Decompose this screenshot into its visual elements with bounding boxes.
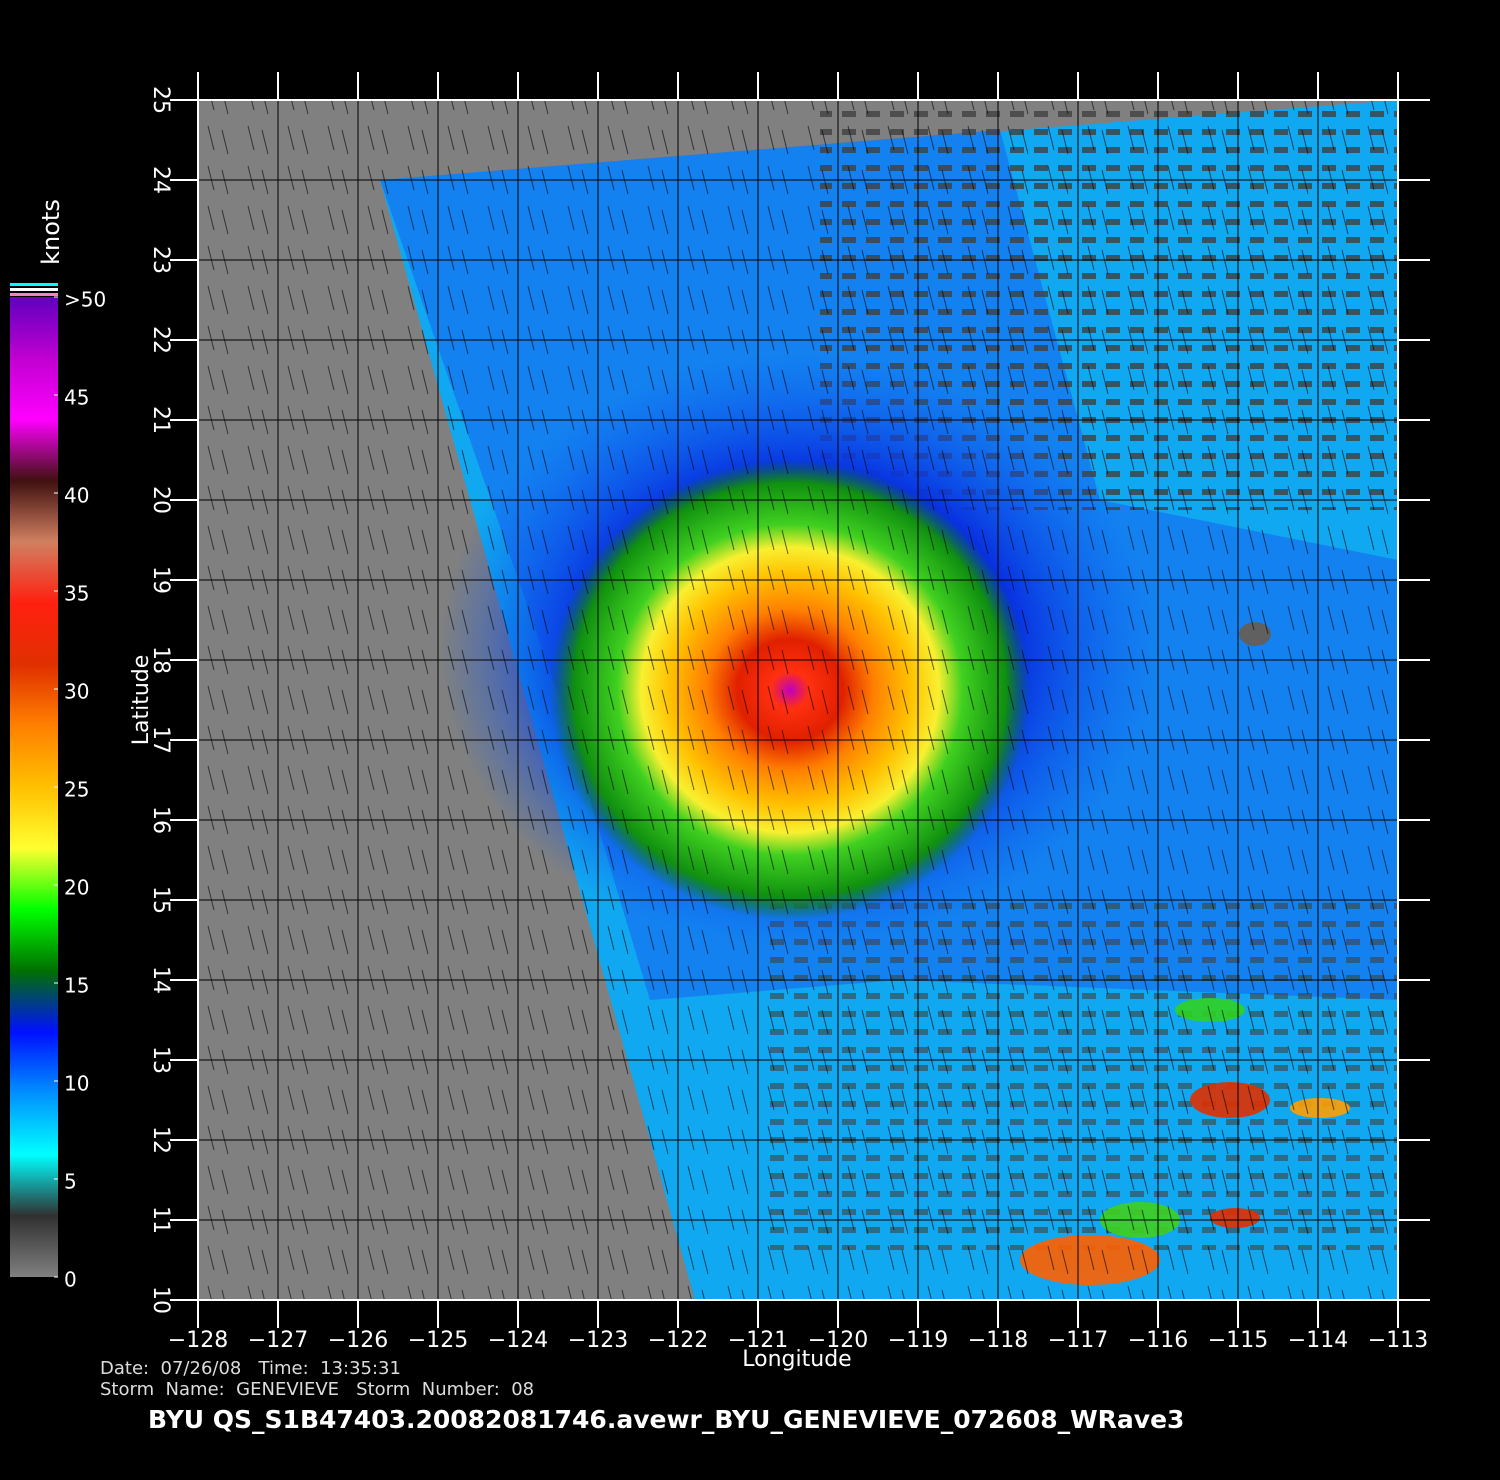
plot-frame bbox=[197, 99, 1399, 1301]
colorbar-label: 35 bbox=[64, 582, 89, 606]
y-axis-label: Latitude bbox=[129, 655, 154, 746]
x-tick-label: −114 bbox=[1288, 1328, 1348, 1353]
y-tick-label: 17 bbox=[148, 726, 173, 754]
x-tick-label: −123 bbox=[568, 1328, 628, 1353]
y-tick-label: 22 bbox=[148, 326, 173, 354]
y-tick-label: 20 bbox=[148, 486, 173, 514]
y-tick-label: 18 bbox=[148, 646, 173, 674]
y-tick-label: 11 bbox=[148, 1206, 173, 1234]
colorbar-cap bbox=[10, 283, 58, 286]
colorbar-label: 20 bbox=[64, 876, 89, 900]
y-tick-label: 21 bbox=[148, 406, 173, 434]
x-tick-label: −115 bbox=[1208, 1328, 1268, 1353]
colorbar bbox=[10, 297, 58, 1277]
x-tick-label: −126 bbox=[328, 1328, 388, 1353]
storm-line: Storm Name: GENEVIEVE Storm Number: 08 bbox=[100, 1379, 534, 1400]
y-tick-label: 19 bbox=[148, 566, 173, 594]
file-name: BYU QS_S1B47403.20082081746.avewr_BYU_GE… bbox=[148, 1405, 1184, 1434]
x-tick-label: −121 bbox=[728, 1328, 788, 1353]
y-tick-label: 14 bbox=[148, 966, 173, 994]
colorbar-cap bbox=[10, 293, 58, 296]
colorbar-label: 0 bbox=[64, 1268, 77, 1292]
x-tick-label: −117 bbox=[1048, 1328, 1108, 1353]
y-tick-label: 16 bbox=[148, 806, 173, 834]
colorbar-label: 45 bbox=[64, 386, 89, 410]
colorbar-label: 25 bbox=[64, 778, 89, 802]
y-tick-label: 13 bbox=[148, 1046, 173, 1074]
colorbar-label: 5 bbox=[64, 1170, 77, 1194]
x-tick-label: −124 bbox=[488, 1328, 548, 1353]
x-tick-label: −128 bbox=[168, 1328, 228, 1353]
x-tick-label: −119 bbox=[888, 1328, 948, 1353]
colorbar-label: 10 bbox=[64, 1072, 89, 1096]
map-area bbox=[198, 100, 1398, 1300]
x-tick-label: −120 bbox=[808, 1328, 868, 1353]
x-tick-label: −122 bbox=[648, 1328, 708, 1353]
wind-barbs bbox=[198, 100, 1398, 1300]
y-tick-label: 24 bbox=[148, 166, 173, 194]
y-tick-label: 23 bbox=[148, 246, 173, 274]
x-axis-label: Longitude bbox=[742, 1347, 851, 1372]
colorbar-label: >50 bbox=[64, 288, 106, 312]
x-tick-label: −127 bbox=[248, 1328, 308, 1353]
date-line: Date: 07/26/08 Time: 13:35:31 bbox=[100, 1358, 401, 1379]
y-tick-label: 10 bbox=[148, 1286, 173, 1314]
y-tick-label: 12 bbox=[148, 1126, 173, 1154]
colorbar-label: 15 bbox=[64, 974, 89, 998]
y-tick-label: 25 bbox=[148, 86, 173, 114]
colorbar-label: 40 bbox=[64, 484, 89, 508]
y-tick-label: 15 bbox=[148, 886, 173, 914]
colorbar-label: 30 bbox=[64, 680, 89, 704]
colorbar-cap bbox=[10, 288, 58, 291]
x-tick-label: −116 bbox=[1128, 1328, 1188, 1353]
colorbar-title: knots bbox=[37, 199, 65, 265]
x-tick-label: −125 bbox=[408, 1328, 468, 1353]
x-tick-label: −113 bbox=[1368, 1328, 1428, 1353]
x-tick-label: −118 bbox=[968, 1328, 1028, 1353]
